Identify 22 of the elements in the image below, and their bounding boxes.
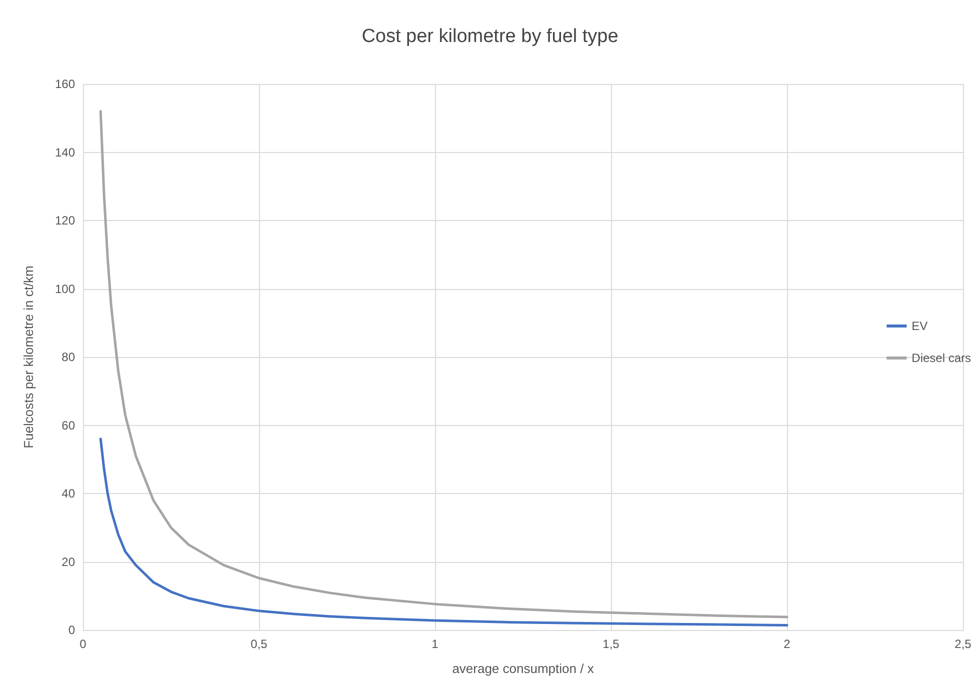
y-tick-label: 140 [54,145,76,160]
x-tick-label: 0,5 [250,637,268,651]
line-series [99,110,788,618]
x-axis-title: average consumption / x [452,661,594,676]
x-tick-label: 0 [80,637,87,651]
line-series [99,438,788,626]
y-tick-label: 100 [54,282,76,296]
y-tick-label: 120 [54,214,76,228]
y-tick-label: 40 [62,486,76,500]
y-tick-label: 160 [54,77,76,91]
y-tick-label: 60 [62,418,76,432]
x-tick-label: 2,5 [954,637,972,651]
y-tick-label: 0 [68,623,76,637]
legend-label: Diesel cars [912,351,972,365]
chart-title: Cost per kilometre by fuel type [362,26,618,47]
y-tick-label: 20 [62,554,76,569]
x-tick-label: 1 [432,637,439,651]
x-tick-label: 2 [784,637,791,651]
x-tick-label: 1,5 [602,637,620,651]
legend-label: EV [912,319,928,333]
y-axis-title: Fuelcosts per kilometre in ct/km [21,266,36,448]
y-tick-label: 80 [62,350,76,364]
